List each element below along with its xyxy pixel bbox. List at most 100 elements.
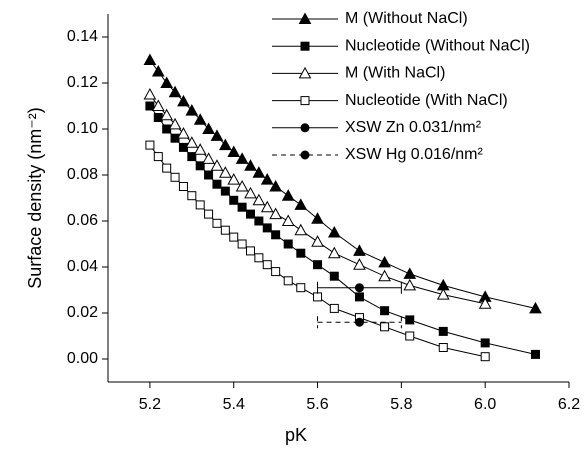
data-point bbox=[210, 129, 224, 141]
data-point bbox=[160, 108, 174, 121]
data-point bbox=[187, 152, 197, 162]
data-point bbox=[262, 260, 272, 270]
data-point bbox=[438, 343, 448, 352]
legend-marker bbox=[298, 66, 312, 79]
data-point bbox=[271, 267, 281, 277]
data-point bbox=[195, 161, 205, 171]
y-tick-label: 0.02 bbox=[67, 304, 98, 321]
data-point bbox=[378, 255, 391, 268]
data-point bbox=[329, 303, 339, 313]
data-point bbox=[177, 94, 190, 107]
data-point bbox=[244, 186, 257, 199]
data-point bbox=[254, 253, 264, 263]
legend-label: Nucleotide (Without NaCl) bbox=[345, 37, 530, 54]
data-point bbox=[327, 225, 341, 238]
data-point bbox=[380, 306, 390, 316]
data-point bbox=[151, 99, 165, 111]
x-tick-label: 5.6 bbox=[306, 396, 328, 413]
data-point bbox=[153, 113, 163, 122]
data-point bbox=[254, 216, 264, 226]
legend-marker bbox=[298, 12, 312, 24]
data-point bbox=[283, 276, 293, 286]
data-point bbox=[244, 159, 257, 171]
legend-label: Nucleotide (With NaCl) bbox=[345, 92, 508, 109]
data-point bbox=[218, 138, 232, 151]
data-point bbox=[354, 317, 364, 327]
data-point bbox=[296, 283, 306, 293]
data-point bbox=[212, 218, 222, 228]
data-point bbox=[480, 352, 490, 362]
data-point bbox=[436, 288, 450, 300]
data-point bbox=[187, 191, 197, 201]
data-point bbox=[168, 117, 182, 130]
data-point bbox=[168, 85, 182, 98]
data-point bbox=[212, 179, 222, 189]
data-point bbox=[237, 239, 247, 249]
data-point bbox=[220, 186, 230, 196]
data-point bbox=[281, 214, 295, 226]
data-point bbox=[353, 244, 366, 256]
x-tick-label: 5.4 bbox=[223, 396, 245, 413]
data-point bbox=[195, 200, 205, 210]
data-point bbox=[185, 104, 199, 116]
x-tick-label: 5.2 bbox=[139, 396, 161, 413]
legend-label: XSW Zn 0.031/nm² bbox=[345, 119, 482, 136]
data-point bbox=[245, 209, 255, 219]
data-point bbox=[151, 64, 165, 77]
data-point bbox=[170, 172, 180, 182]
data-point bbox=[269, 179, 282, 192]
data-point bbox=[403, 267, 417, 279]
data-point bbox=[262, 223, 272, 233]
data-point bbox=[143, 87, 157, 100]
y-tick-label: 0.00 bbox=[67, 350, 98, 367]
error-bar bbox=[317, 316, 402, 329]
data-point bbox=[354, 283, 364, 293]
y-tick-label: 0.06 bbox=[67, 212, 98, 229]
x-tick-label: 5.8 bbox=[390, 396, 412, 413]
data-point bbox=[478, 297, 492, 309]
data-point bbox=[313, 292, 323, 302]
data-point bbox=[380, 322, 390, 332]
data-point bbox=[403, 278, 417, 291]
data-point bbox=[311, 212, 324, 224]
data-point bbox=[185, 136, 199, 148]
x-tick-label: 6.2 bbox=[558, 396, 580, 413]
data-point bbox=[235, 179, 249, 192]
series-line bbox=[149, 105, 536, 355]
legend-label: M (Without NaCl) bbox=[345, 10, 468, 27]
data-point bbox=[313, 260, 323, 270]
data-point bbox=[530, 349, 540, 359]
data-point bbox=[329, 271, 339, 281]
legend-marker bbox=[300, 41, 310, 51]
legend-label: M (With NaCl) bbox=[345, 65, 445, 82]
data-point bbox=[193, 113, 207, 125]
data-point bbox=[529, 301, 542, 314]
data-point bbox=[160, 76, 174, 88]
y-tick-label: 0.08 bbox=[67, 166, 98, 183]
data-point bbox=[260, 173, 274, 185]
data-point bbox=[143, 53, 157, 65]
data-point bbox=[438, 326, 448, 336]
x-axis-label: pK bbox=[285, 425, 307, 445]
data-point bbox=[145, 101, 155, 111]
data-point bbox=[353, 258, 366, 270]
data-point bbox=[235, 152, 249, 164]
data-point bbox=[354, 292, 364, 302]
data-point bbox=[204, 209, 214, 219]
data-point bbox=[294, 198, 308, 210]
y-tick-label: 0.14 bbox=[67, 28, 98, 45]
data-point bbox=[294, 223, 308, 236]
data-point bbox=[229, 195, 239, 205]
data-point bbox=[193, 143, 207, 155]
data-point bbox=[378, 269, 391, 282]
data-point bbox=[252, 166, 266, 178]
data-point bbox=[153, 152, 163, 162]
legend-marker bbox=[300, 123, 310, 133]
data-point bbox=[296, 248, 306, 258]
legend-marker bbox=[300, 96, 310, 106]
series-line bbox=[149, 144, 486, 358]
data-point bbox=[145, 140, 155, 150]
data-point bbox=[271, 230, 281, 240]
x-tick-label: 6.0 bbox=[474, 396, 496, 413]
